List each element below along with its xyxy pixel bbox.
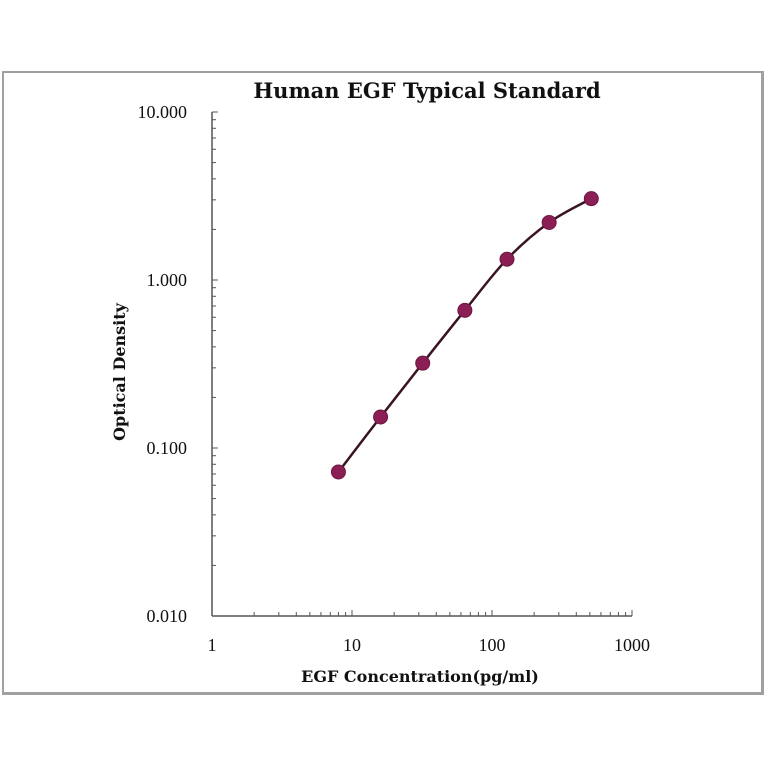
y-axis-label: Optical Density: [110, 302, 129, 441]
data-point-marker: [583, 191, 599, 207]
data-point-marker: [373, 409, 389, 425]
x-tick-label: 10: [343, 635, 361, 655]
axes: [211, 111, 633, 617]
y-tick-label: 0.010: [147, 606, 188, 626]
data-series: [330, 191, 599, 480]
standard-curve-line: [337, 197, 592, 473]
x-axis-label: EGF Concentration(pg/ml): [301, 667, 539, 686]
data-point-marker: [415, 355, 431, 371]
y-tick-labels: 10.000 1.000 0.100 0.010: [138, 102, 188, 626]
y-tick-label: 0.100: [147, 438, 188, 458]
data-point-marker: [499, 251, 515, 267]
chart-frame: [2, 71, 764, 695]
data-point-marker: [457, 302, 473, 318]
y-tick-label: 1.000: [147, 270, 188, 290]
x-tick-label: 100: [479, 635, 506, 655]
data-point-marker: [330, 464, 346, 480]
x-tick-label: 1: [208, 635, 217, 655]
data-point-marker: [541, 214, 557, 230]
x-tick-labels: 1 10 100 1000: [208, 635, 651, 655]
chart-title: Human EGF Typical Standard: [253, 78, 601, 103]
x-tick-label: 1000: [614, 635, 650, 655]
y-tick-label: 10.000: [138, 102, 188, 122]
